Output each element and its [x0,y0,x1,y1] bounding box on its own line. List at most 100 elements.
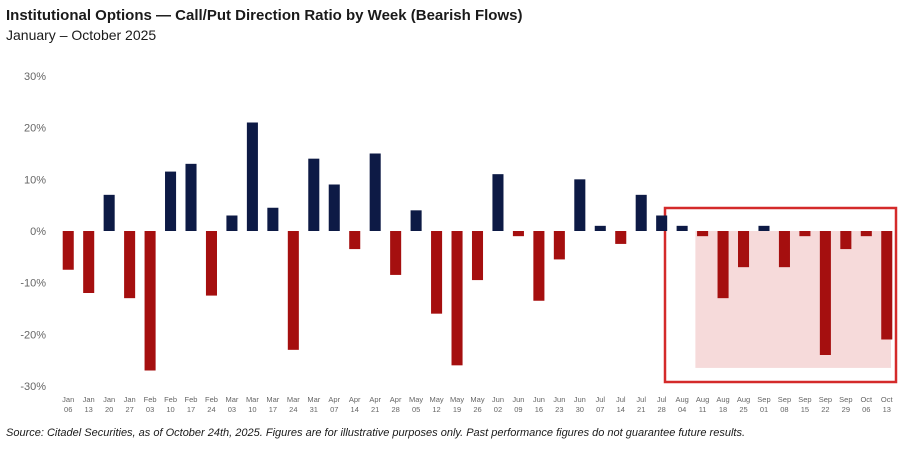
x-tick-month: Jun [533,395,545,404]
bar-feb-17 [185,163,197,231]
x-tick-month: Aug [716,395,729,404]
x-tick-day: 07 [596,405,604,414]
x-tick-month: Feb [144,395,157,404]
x-tick-month: Jul [595,395,605,404]
x-tick-month: Apr [328,395,340,404]
x-tick-month: Apr [349,395,361,404]
chart-subtitle: January – October 2025 [6,27,157,43]
x-tick-month: Aug [675,395,688,404]
x-tick-day: 24 [207,405,215,414]
bar-mar-17 [267,207,279,231]
x-tick-day: 14 [617,405,625,414]
bar-jul-21 [635,194,647,231]
x-tick-day: 31 [310,405,318,414]
x-tick-month: Mar [225,395,238,404]
bar-apr-07 [328,184,340,231]
bar-apr-28 [390,231,402,275]
x-tick-day: 08 [780,405,788,414]
x-tick-month: Oct [860,395,873,404]
x-tick-month: Mar [307,395,320,404]
bar-feb-24 [205,231,218,296]
x-tick-month: May [470,395,484,404]
x-tick-month: Jun [492,395,504,404]
x-tick-day: 11 [699,405,707,414]
x-tick-day: 29 [842,405,850,414]
x-tick-day: 21 [371,405,379,414]
bar-jan-27 [124,231,136,299]
highlight-box [663,206,898,384]
x-tick-day: 12 [432,405,440,414]
bar-mar-24 [287,231,299,350]
x-tick-month: May [409,395,423,404]
x-tick-day: 06 [862,405,870,414]
x-tick-day: 19 [453,405,461,414]
x-tick-day: 16 [535,405,543,414]
y-tick-label: 0% [30,226,46,238]
x-tick-month: Mar [266,395,279,404]
x-tick-day: 25 [739,405,747,414]
bar-jul-14 [615,231,627,244]
x-tick-day: 05 [412,405,420,414]
x-tick-month: Jun [574,395,586,404]
x-tick-month: Oct [881,395,894,404]
bar-apr-14 [349,231,361,250]
bar-jun-16 [533,231,545,301]
x-tick-month: Sep [839,395,852,404]
bar-aug-25 [737,231,750,268]
y-tick-label: -30% [20,381,46,393]
x-tick-day: 24 [289,405,297,414]
bar-sep-29 [840,231,852,250]
chart-title: Institutional Options — Call/Put Directi… [6,7,523,24]
source-footnote: Source: Citadel Securities, as of Octobe… [6,427,746,439]
x-tick-day: 15 [801,405,809,414]
bar-may-26 [471,231,484,281]
bar-sep-01 [758,225,770,231]
bar-jun-09 [512,231,524,237]
x-tick-month: Jan [103,395,115,404]
x-tick-day: 02 [494,405,502,414]
x-tick-day: 03 [146,405,154,414]
x-tick-day: 17 [269,405,277,414]
x-tick-day: 30 [576,405,584,414]
bar-jan-20 [103,194,115,231]
x-tick-day: 10 [248,405,256,414]
x-tick-day: 13 [883,405,891,414]
x-tick-month: Jan [62,395,74,404]
x-tick-day: 04 [678,405,686,414]
x-tick-month: May [429,395,443,404]
bar-jan-13 [83,231,95,293]
x-tick-day: 14 [351,405,359,414]
x-tick-month: Jul [616,395,626,404]
bar-sep-15 [799,231,811,237]
bar-sep-22 [819,231,831,355]
y-tick-label: 10% [24,174,46,186]
x-tick-day: 20 [105,405,113,414]
bar-apr-21 [369,153,381,231]
bar-may-19 [451,231,463,366]
x-tick-month: Jan [124,395,136,404]
bar-feb-03 [144,231,156,371]
x-tick-day: 13 [85,405,93,414]
x-tick-month: Mar [287,395,300,404]
x-tick-day: 09 [514,405,522,414]
x-tick-month: Feb [205,395,218,404]
bar-mar-03 [226,215,238,231]
y-tick-label: 20% [24,123,46,135]
x-tick-day: 28 [657,405,665,414]
x-tick-month: Jul [636,395,646,404]
bar-oct-13 [881,231,893,340]
x-tick-day: 28 [391,405,399,414]
x-tick-day: 22 [821,405,829,414]
x-tick-month: Aug [696,395,709,404]
x-tick-month: Jun [553,395,565,404]
bar-mar-10 [246,122,258,231]
x-tick-month: Aug [737,395,750,404]
bar-jun-30 [574,179,586,231]
bar-chart: 30%20%10%0%-10%-20%-30%Jan06Jan13Jan20Ja… [20,71,898,414]
bar-sep-08 [778,231,790,268]
x-tick-month: Sep [798,395,811,404]
x-tick-day: 03 [228,405,236,414]
x-tick-month: Jan [83,395,95,404]
y-tick-label: 30% [24,71,46,83]
y-tick-label: -10% [20,278,46,290]
